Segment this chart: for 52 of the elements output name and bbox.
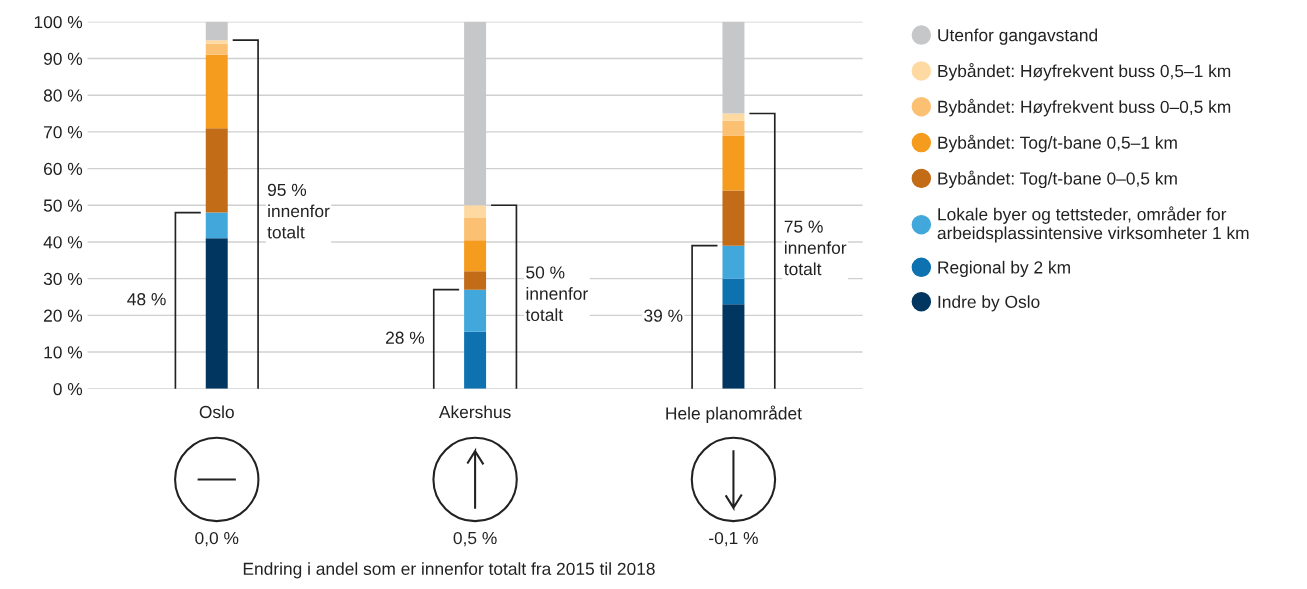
- text: 0,5 %: [453, 531, 497, 547]
- annotation: 75 % innenfor totalt: [784, 220, 847, 276]
- bar: [464, 205, 487, 219]
- y-tick-label: 100 %: [34, 15, 83, 29]
- legend-label: Utenfor gangavstand: [938, 28, 1098, 45]
- legend-label: Lokale byer og tettsteder, områder for arbeidsplassintensive virksomheter 1 km: [937, 206, 1249, 243]
- bar: [464, 331, 487, 389]
- annotation: 28 %: [386, 331, 425, 344]
- y-tick-label: 70 %: [44, 126, 83, 139]
- bar: [205, 128, 228, 213]
- bar: [205, 212, 228, 239]
- legend-label: Regional by 2 km: [938, 260, 1070, 278]
- legend-label: Bybåndet: Høyfrekvent buss 0,5–1 km: [938, 63, 1231, 81]
- y-tick-label: 80 %: [43, 89, 83, 102]
- bar: [205, 43, 228, 55]
- bar: [464, 240, 487, 272]
- y-tick-label: 90 %: [43, 52, 83, 65]
- annotation: 39 %: [644, 309, 683, 322]
- bar: [205, 21, 228, 41]
- x-tick-label: Hele planområdet: [666, 405, 802, 423]
- x-tick-label: Oslo: [199, 405, 234, 419]
- bar: [722, 135, 745, 191]
- bar: [464, 271, 487, 290]
- bar: [722, 245, 745, 279]
- annotation: 95 % innenfor totalt: [267, 183, 330, 239]
- annotation: 48 %: [127, 293, 166, 306]
- annotation: 50 % innenfor totalt: [525, 266, 588, 322]
- bar: [722, 113, 745, 121]
- legend-label: Bybåndet: Tog/t-bane 0,5–1 km: [938, 134, 1177, 153]
- y-tick-label: 10 %: [44, 346, 83, 359]
- legend-label: Bybåndet: Tog/t-bane 0–0,5 km: [938, 170, 1177, 189]
- y-tick-label: 40 %: [43, 236, 83, 249]
- legend-label: Bybåndet: Høyfrekvent buss 0–0,5 km: [938, 98, 1231, 117]
- text: 0,0 %: [195, 531, 239, 547]
- bar: [722, 278, 745, 305]
- bar: [464, 289, 487, 332]
- text: -0,1 %: [709, 531, 758, 547]
- bar: [205, 54, 228, 129]
- y-tick-label: 60 %: [44, 162, 83, 176]
- legend-label: Indre by Oslo: [938, 295, 1040, 312]
- bar: [722, 190, 745, 246]
- bar: [722, 120, 745, 136]
- bar: [205, 40, 228, 44]
- text: Endring i andel som er innenfor totalt fra 2015 til 2018: [243, 562, 655, 579]
- y-tick-label: 20 %: [44, 309, 83, 322]
- y-tick-label: 50 %: [43, 199, 83, 212]
- x-tick-label: Akershus: [438, 405, 511, 419]
- y-tick-label: 30 %: [43, 272, 83, 286]
- bar: [205, 238, 228, 389]
- bar: [722, 304, 745, 389]
- y-tick-label: 0 %: [53, 382, 83, 396]
- bar: [464, 218, 487, 241]
